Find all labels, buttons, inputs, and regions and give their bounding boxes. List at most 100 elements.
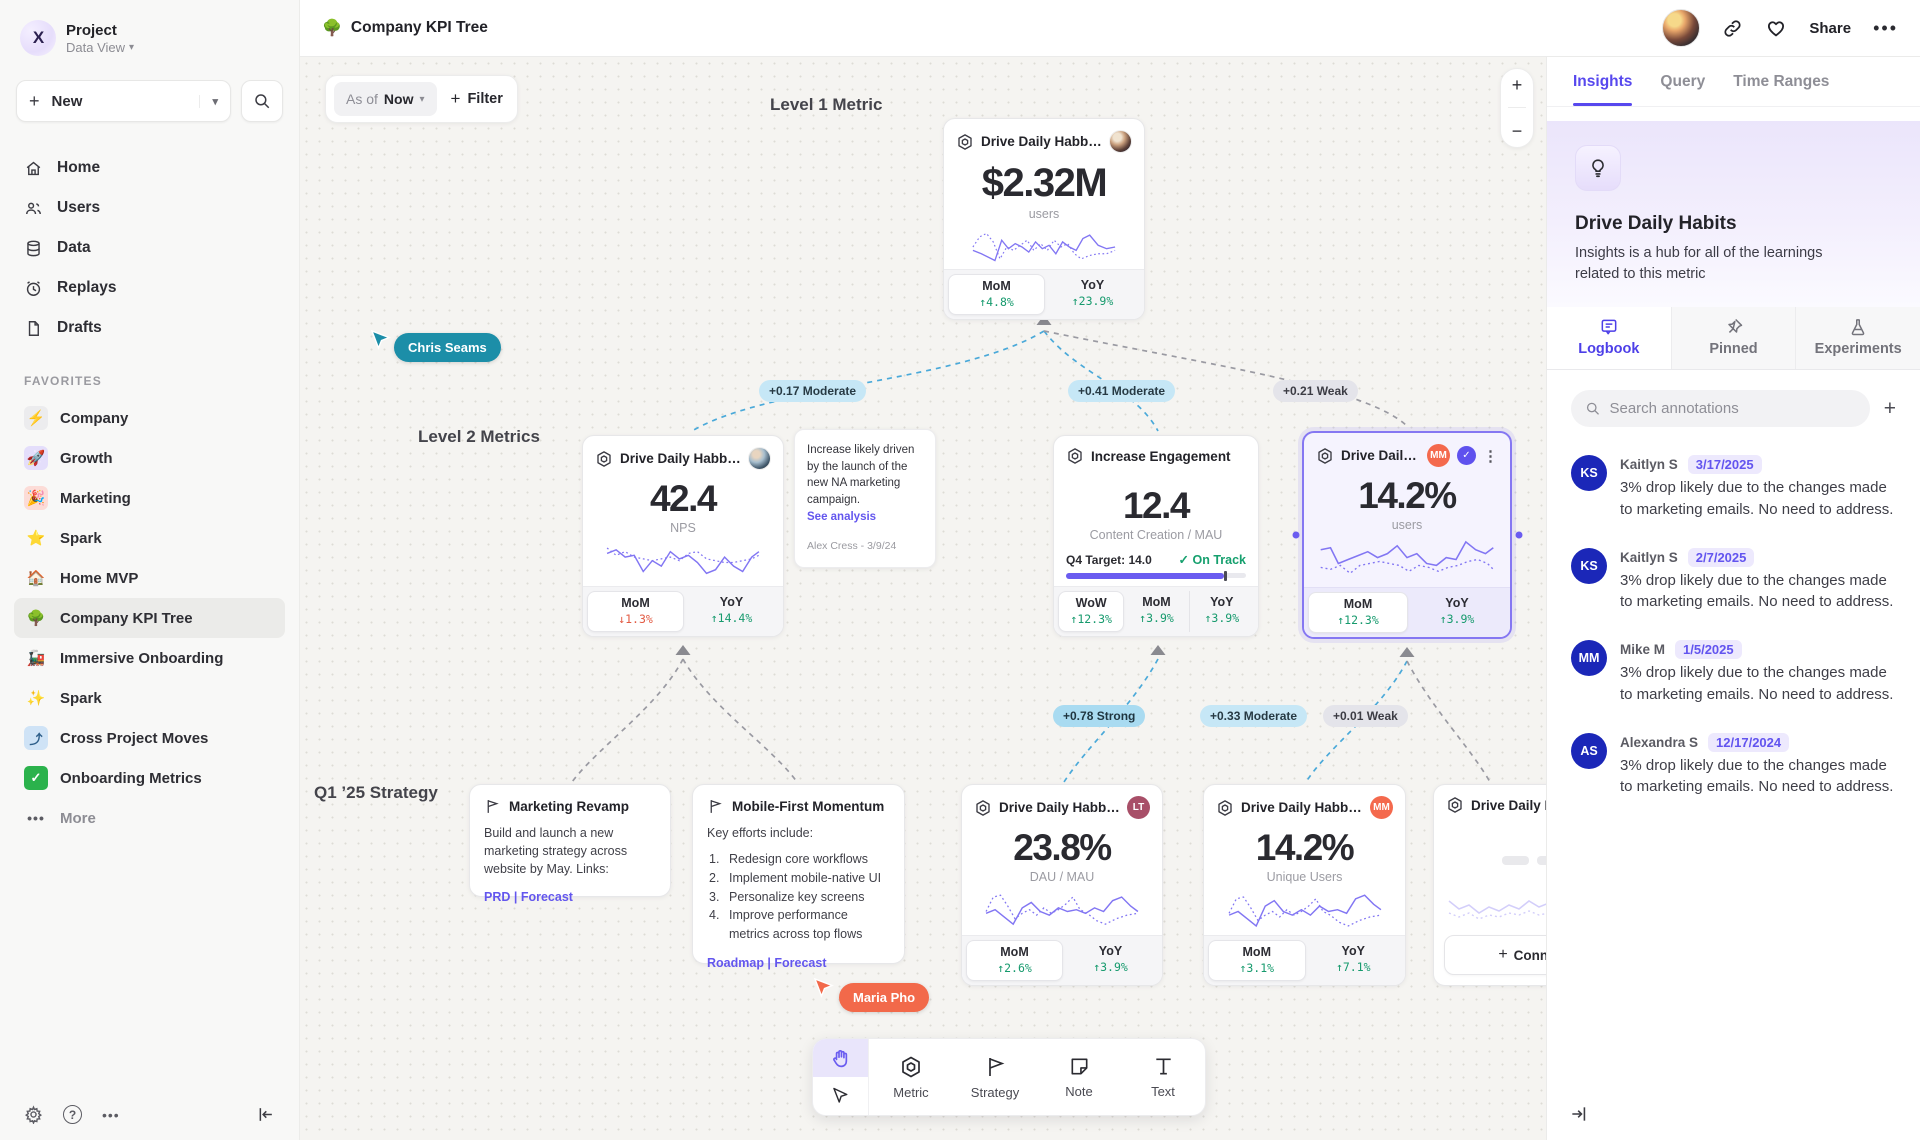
sidebar-item-label: Spark	[60, 529, 102, 547]
filter-button[interactable]: + Filter	[450, 89, 503, 108]
mom-stat[interactable]: MoM ↑4.8%	[948, 274, 1045, 315]
owner-avatar[interactable]	[1109, 130, 1132, 153]
new-button-label: New	[51, 92, 83, 110]
more-menu-icon[interactable]: •••	[1873, 17, 1898, 38]
yoy-stat[interactable]: YoY ↑3.9%	[1439, 596, 1475, 626]
confetti-icon: 🎉	[24, 486, 48, 510]
collapse-panel-icon[interactable]	[1569, 1104, 1589, 1124]
annotation-date-badge[interactable]: 12/17/2024	[1708, 732, 1790, 752]
metric-card-drive-daily-habbits-selected[interactable]: Drive Daily Habb.. MM ✓ ⋮ 14.2% users Mo…	[1302, 431, 1512, 639]
sidebar-item-cross-project-moves[interactable]: ⤴ Cross Project Moves	[14, 718, 285, 758]
annotation-date-badge[interactable]: 3/17/2025	[1687, 455, 1762, 475]
metric-hexagon-icon	[597, 450, 611, 467]
tab-query[interactable]: Query	[1660, 72, 1706, 90]
sidebar-item-replays[interactable]: Replays	[14, 268, 285, 308]
search-button[interactable]	[241, 80, 283, 122]
sidebar-item-home-mvp[interactable]: 🏠 Home MVP	[14, 558, 285, 598]
zoom-in-button[interactable]: +	[1511, 74, 1523, 95]
card-menu-icon[interactable]: ⋮	[1483, 447, 1498, 465]
metric-card-drive-daily-habbits-l1[interactable]: Drive Daily Habbits $2.32M users MoM ↑4.8…	[943, 118, 1145, 320]
strategy-card-mobile-first-momentum[interactable]: Mobile-First Momentum Key efforts includ…	[692, 784, 905, 970]
settings-gear-icon[interactable]	[24, 1105, 43, 1124]
strategy-card-marketing-revamp[interactable]: Marketing Revamp Build and launch a new …	[469, 784, 671, 904]
help-icon[interactable]: ?	[63, 1105, 82, 1124]
new-dropdown-chevron[interactable]: ▾	[199, 94, 218, 108]
annotation-item[interactable]: KS Kaitlyn S 3/17/2025 3% drop likely du…	[1571, 455, 1896, 521]
as-of-dropdown[interactable]: As of Now ▾	[334, 82, 437, 116]
mom-stat[interactable]: MoM ↑3.1%	[1208, 940, 1306, 981]
owner-badge[interactable]: LT	[1127, 796, 1150, 819]
sidebar-item-marketing[interactable]: 🎉 Marketing	[14, 478, 285, 518]
yoy-stat[interactable]: YoY ↑3.9%	[1188, 591, 1254, 632]
annotation-item[interactable]: KS Kaitlyn S 2/7/2025 3% drop likely due…	[1571, 547, 1896, 614]
tool-label: Text	[1151, 1084, 1175, 1099]
annotation-search-input[interactable]	[1609, 400, 1856, 418]
sidebar-item-immersive-onboarding[interactable]: 🚂 Immersive Onboarding	[14, 638, 285, 678]
owner-badge[interactable]: MM	[1427, 444, 1450, 467]
metric-card-increase-engagement[interactable]: Increase Engagement 12.4 Content Creatio…	[1053, 435, 1259, 637]
user-avatar[interactable]	[1662, 9, 1701, 47]
text-tool[interactable]: Text	[1121, 1039, 1205, 1115]
subtab-pinned[interactable]: Pinned	[1670, 307, 1796, 370]
sidebar-item-onboarding-metrics[interactable]: ✓ Onboarding Metrics	[14, 758, 285, 798]
strategy-links[interactable]: Roadmap | Forecast	[707, 955, 827, 970]
sidebar-item-spark[interactable]: ⭐ Spark	[14, 518, 285, 558]
strategy-tool[interactable]: Strategy	[953, 1039, 1037, 1115]
zoom-out-button[interactable]: −	[1511, 121, 1523, 142]
yoy-stat[interactable]: YoY ↑14.4%	[710, 595, 753, 625]
new-button[interactable]: + New ▾	[16, 80, 231, 122]
select-cursor-tool[interactable]	[813, 1077, 868, 1115]
project-switcher[interactable]: X Project Data View ▾	[14, 18, 285, 74]
copy-link-icon[interactable]	[1722, 18, 1743, 39]
see-analysis-link[interactable]: See analysis	[807, 510, 877, 523]
owner-badge[interactable]: MM	[1370, 796, 1393, 819]
subtab-experiments[interactable]: Experiments	[1795, 307, 1920, 370]
mom-stat[interactable]: MoM ↓1.3%	[587, 591, 684, 632]
yoy-stat[interactable]: YoY ↑7.1%	[1335, 944, 1371, 974]
share-button[interactable]: Share	[1809, 19, 1852, 37]
sidebar-item-company[interactable]: ⚡ Company	[14, 398, 285, 438]
strategy-links[interactable]: PRD | Forecast	[484, 890, 573, 905]
annotation-date-badge[interactable]: 1/5/2025	[1675, 640, 1742, 660]
metric-card-drive-daily-habbits-dau[interactable]: Drive Daily Habbits LT 23.8% DAU / MAU M…	[961, 784, 1163, 986]
strategy-body: Build and launch a new marketing strateg…	[484, 826, 628, 877]
pan-hand-tool[interactable]	[813, 1039, 868, 1077]
metric-card-partial[interactable]: Drive Daily Hab + Connect	[1433, 784, 1546, 986]
sidebar-item-users[interactable]: Users	[14, 188, 285, 228]
sidebar-item-company-kpi-tree[interactable]: 🌳 Company KPI Tree	[14, 598, 285, 638]
collapse-sidebar-icon[interactable]	[256, 1105, 275, 1124]
mom-stat[interactable]: MoM ↑3.9%	[1139, 595, 1174, 625]
project-view-selector[interactable]: Data View ▾	[66, 39, 135, 55]
mom-stat[interactable]: MoM ↑2.6%	[966, 940, 1063, 981]
annotation-note-card[interactable]: Increase likely driven by the launch of …	[794, 429, 936, 568]
annotation-search[interactable]	[1571, 390, 1870, 428]
connect-button[interactable]: + Connect	[1444, 935, 1546, 975]
note-tool[interactable]: Note	[1037, 1039, 1121, 1115]
favorite-heart-icon[interactable]	[1765, 17, 1787, 39]
sidebar-item-drafts[interactable]: Drafts	[14, 308, 285, 348]
metric-hexagon-icon	[976, 799, 990, 816]
kpi-tree-canvas[interactable]: As of Now ▾ + Filter + − Level 1 Metric …	[300, 57, 1546, 1140]
wow-stat[interactable]: WoW ↑12.3%	[1058, 591, 1125, 632]
add-annotation-button[interactable]: +	[1883, 396, 1896, 420]
tab-time-ranges[interactable]: Time Ranges	[1733, 72, 1830, 90]
subtab-logbook[interactable]: Logbook	[1547, 307, 1671, 370]
metric-card-drive-daily-habbits-nps[interactable]: Drive Daily Habbits 42.4 NPS MoM ↓1.3% Yo…	[582, 435, 784, 637]
sidebar-item-home[interactable]: Home	[14, 148, 285, 188]
owner-avatar[interactable]	[748, 447, 771, 470]
annotation-date-badge[interactable]: 2/7/2025	[1687, 547, 1755, 567]
target-label: Q4 Target: 14.0	[1066, 552, 1152, 567]
sidebar-item-growth[interactable]: 🚀 Growth	[14, 438, 285, 478]
mom-stat[interactable]: MoM ↑12.3%	[1308, 592, 1408, 633]
sidebar-item-data[interactable]: Data	[14, 228, 285, 268]
annotation-item[interactable]: AS Alexandra S 12/17/2024 3% drop likely…	[1571, 732, 1896, 799]
sidebar-item-spark-2[interactable]: ✨ Spark	[14, 678, 285, 718]
tab-insights[interactable]: Insights	[1573, 57, 1633, 106]
more-options-icon[interactable]: •••	[102, 1106, 120, 1123]
yoy-stat[interactable]: YoY ↑23.9%	[1071, 278, 1114, 308]
annotation-item[interactable]: MM Mike M 1/5/2025 3% drop likely due to…	[1571, 640, 1896, 706]
sidebar-item-more[interactable]: ••• More	[14, 798, 285, 838]
metric-card-drive-daily-habbits-unique-users[interactable]: Drive Daily Habbits MM 14.2% Unique User…	[1203, 784, 1406, 986]
yoy-stat[interactable]: YoY ↑3.9%	[1093, 944, 1128, 974]
metric-tool[interactable]: Metric	[869, 1039, 953, 1115]
